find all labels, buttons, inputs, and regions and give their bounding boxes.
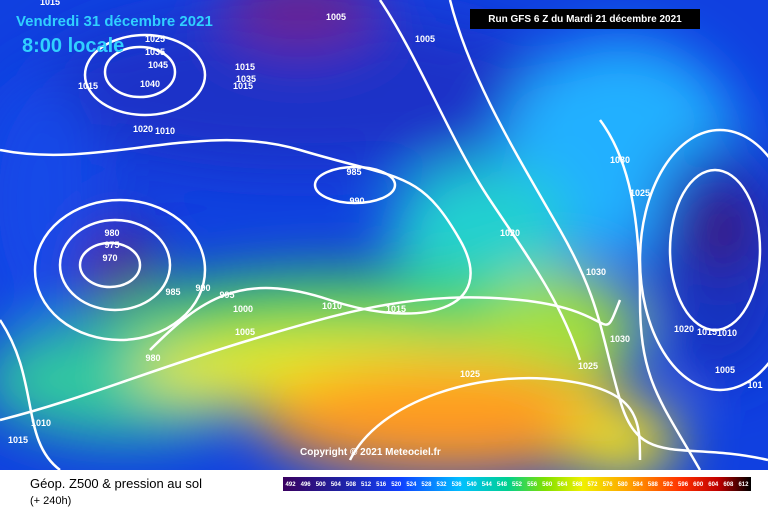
isobar-label: 980 [104, 228, 119, 238]
legend-label: 552 [512, 482, 523, 488]
isobar-label: 995 [219, 290, 234, 300]
run-box [470, 9, 700, 29]
isobar-label: 1005 [415, 34, 435, 44]
isobar-label: 1030 [586, 267, 606, 277]
time: 8:00 locale [22, 35, 124, 57]
legend-bar [283, 477, 751, 491]
legend-label: 604 [708, 482, 719, 488]
isobar-label: 985 [346, 167, 361, 177]
legend-label: 568 [572, 482, 583, 488]
legend-label: 500 [316, 482, 327, 488]
legend-label: 528 [421, 482, 432, 488]
legend-label: 496 [301, 482, 312, 488]
legend-label: 524 [406, 482, 417, 488]
run: Run GFS 6 Z du Mardi 21 décembre 2021 [488, 14, 682, 25]
legend-label: 540 [467, 482, 478, 488]
legend-label: 588 [648, 482, 659, 488]
isobar-label: 1015 [386, 304, 406, 314]
legend-label: 564 [557, 482, 568, 488]
background [0, 0, 768, 480]
legend: 492 496 500 504 508 512 516 520 524 528 532 536 540 5… [286, 482, 750, 488]
isobar-label: 1015 [8, 435, 28, 445]
isobar-label: 1005 [235, 327, 255, 337]
isobar-label: 1015 [697, 327, 717, 337]
isobar-label: 1035 [236, 74, 256, 84]
legend-label: 548 [497, 482, 508, 488]
isobar-label: 1020 [674, 324, 694, 334]
legend-label: 520 [391, 482, 402, 488]
isobar-label: 1025 [145, 34, 165, 44]
legend-label: 584 [633, 482, 644, 488]
footer-lead: (+ 240h) [30, 495, 71, 507]
legend-label: 492 [286, 482, 297, 488]
footer-title: Géop. Z500 & pression au sol [30, 476, 202, 491]
isobar-label: 1005 [326, 12, 346, 22]
isobar-label: 1015 [233, 81, 253, 91]
isobar-label: 1015 [78, 81, 98, 91]
legend-label: 572 [587, 482, 598, 488]
isobar-labels: 1015100510051025103510451040101510151035… [8, 0, 763, 445]
isobar-label: 990 [349, 196, 364, 206]
legend-label: 608 [723, 482, 734, 488]
legend-label: 580 [618, 482, 629, 488]
isobar-label: 1025 [578, 361, 598, 371]
isobar-label: 1010 [155, 126, 175, 136]
isobar-label: 980 [145, 353, 160, 363]
isobar-label: 1020 [133, 124, 153, 134]
legend-label: 536 [452, 482, 463, 488]
isobar-label: 101 [747, 380, 762, 390]
legend-label: 512 [361, 482, 372, 488]
isobar-label: 1010 [31, 418, 51, 428]
isobar-label: 1025 [460, 369, 480, 379]
isobar-label: 970 [102, 253, 117, 263]
legend-label: 516 [376, 482, 387, 488]
isobar-label: 1030 [610, 155, 630, 165]
legend-label: 592 [663, 482, 674, 488]
legend-label: 532 [437, 482, 448, 488]
isobar-label: 1025 [630, 188, 650, 198]
isobar-label: 1005 [715, 365, 735, 375]
legend-label: 560 [542, 482, 553, 488]
isobar-label: 1020 [500, 228, 520, 238]
isobar-label: 1045 [148, 60, 168, 70]
isobar-label: 975 [104, 240, 119, 250]
legend-label: 504 [331, 482, 342, 488]
isobars [0, 0, 768, 462]
isobar-label: 1010 [322, 301, 342, 311]
isobar-label: 1015 [235, 62, 255, 72]
isobar-label: 1030 [610, 334, 630, 344]
isobar-label: 1040 [140, 79, 160, 89]
isobar-label: 1035 [145, 47, 165, 57]
copyright: Copyright © 2021 Meteociel.fr [300, 447, 441, 458]
isobar-label: 1015 [40, 0, 60, 7]
legend-label: 612 [738, 482, 749, 488]
legend-label: 544 [482, 482, 493, 488]
legend-label: 600 [693, 482, 704, 488]
isobar-label: 985 [165, 287, 180, 297]
legend-label: 556 [527, 482, 538, 488]
date: Vendredi 31 décembre 2021 [16, 13, 213, 30]
isobar-label: 990 [195, 283, 210, 293]
legend-label: 508 [346, 482, 357, 488]
legend-label: 596 [678, 482, 689, 488]
legend-label: 576 [603, 482, 614, 488]
isobar-label: 1000 [233, 304, 253, 314]
isobar-label: 1010 [717, 328, 737, 338]
